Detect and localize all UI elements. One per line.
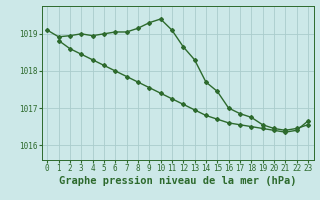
X-axis label: Graphe pression niveau de la mer (hPa): Graphe pression niveau de la mer (hPa) <box>59 176 296 186</box>
